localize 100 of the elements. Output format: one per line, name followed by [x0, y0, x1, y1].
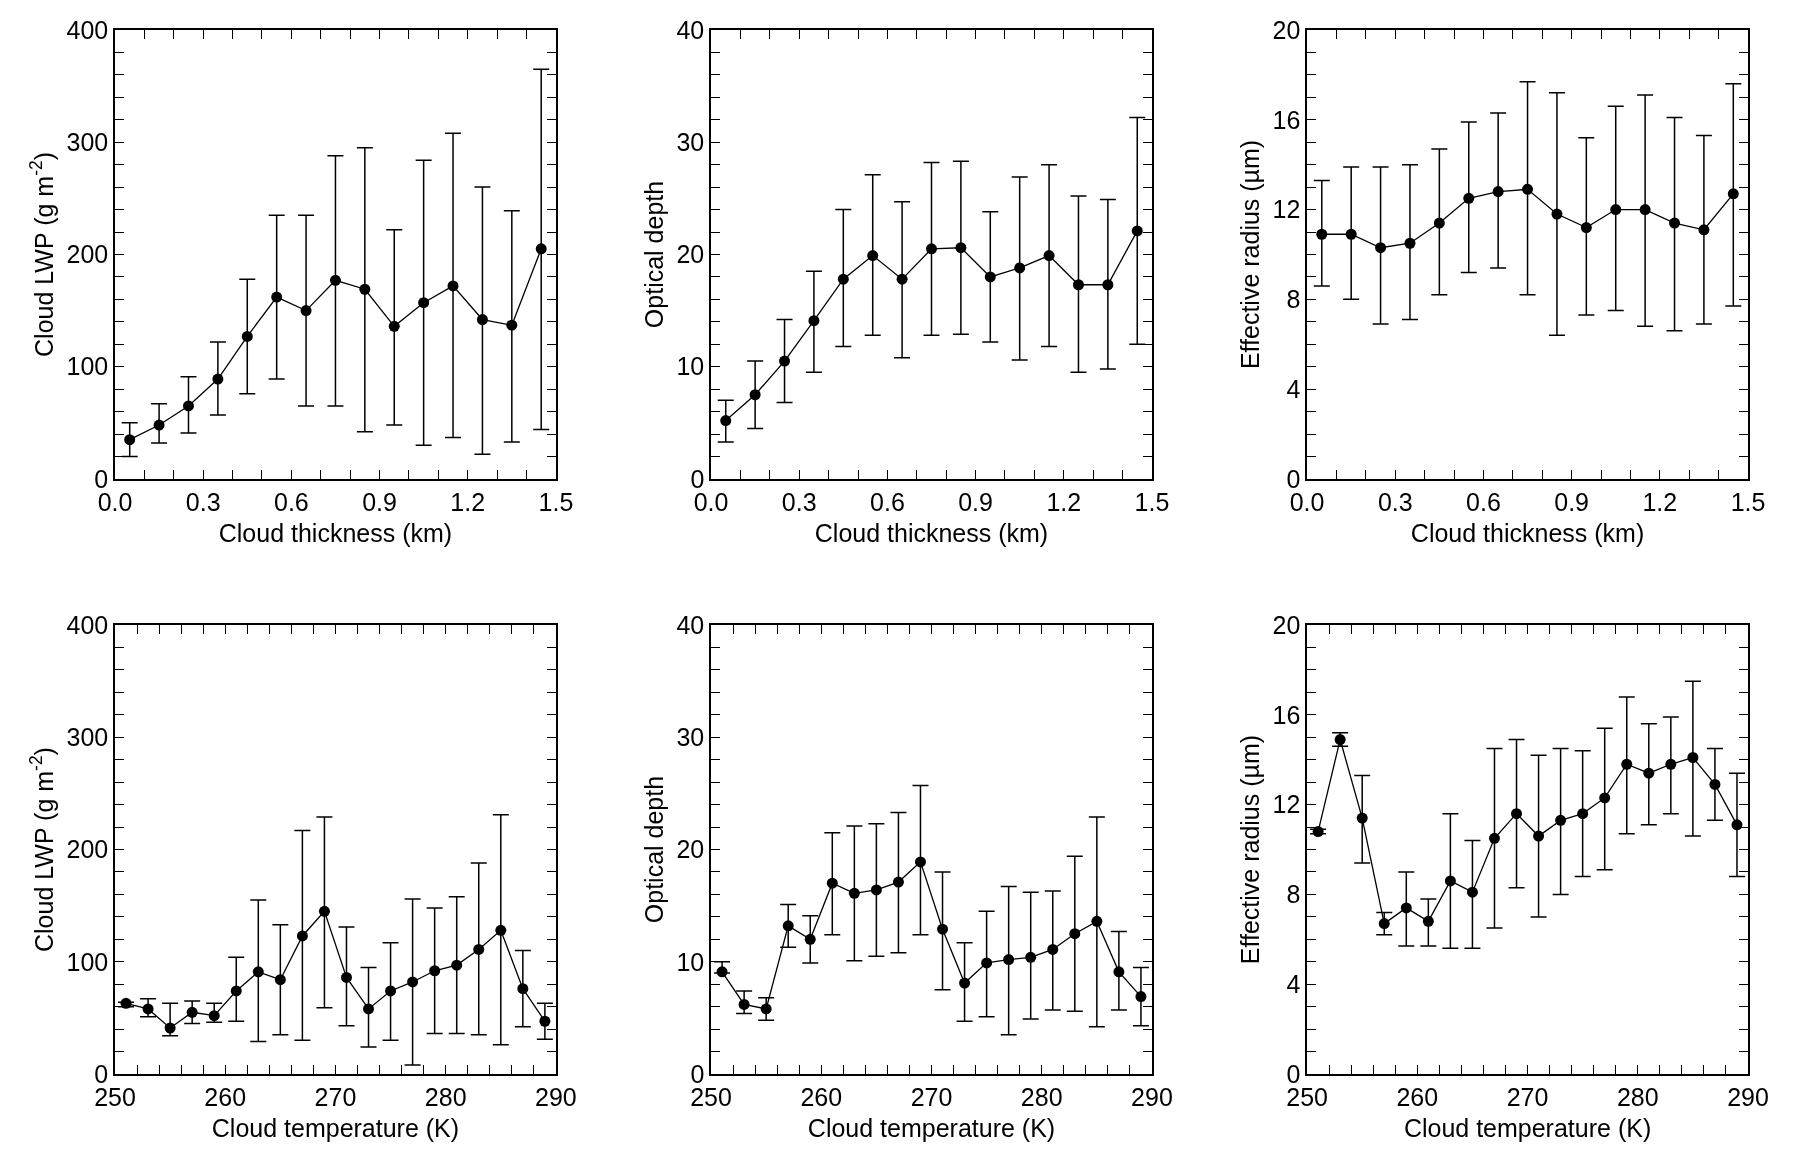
point — [230, 985, 242, 997]
point — [517, 983, 529, 995]
x-tick-label: 270 — [314, 1082, 357, 1111]
point — [359, 283, 371, 295]
point — [142, 1003, 154, 1015]
y-tick-label: 300 — [66, 127, 109, 156]
y-tick-label: 20 — [1272, 15, 1301, 44]
y-tick-label: 30 — [676, 723, 705, 752]
point — [826, 877, 838, 889]
point — [760, 1003, 772, 1015]
y-tick-label: 100 — [66, 352, 109, 381]
y-tick-label: 16 — [1272, 105, 1301, 134]
point — [848, 887, 860, 899]
point — [447, 280, 459, 292]
point — [1727, 188, 1739, 200]
point — [1422, 915, 1434, 927]
point — [164, 1022, 176, 1034]
point — [981, 957, 993, 969]
y-tick-label: 40 — [676, 610, 705, 639]
point — [1698, 224, 1710, 236]
x-tick-label: 0.9 — [958, 487, 993, 516]
point — [296, 930, 308, 942]
point — [867, 250, 879, 262]
point — [318, 905, 330, 917]
point — [1400, 902, 1412, 914]
point — [1003, 954, 1015, 966]
x-tick-label: 1.5 — [1134, 487, 1170, 516]
point — [782, 920, 794, 932]
y-tick-label: 8 — [1286, 285, 1301, 314]
point — [1014, 262, 1026, 274]
y-axis-title: Effective radius (µm) — [1235, 139, 1264, 370]
point — [955, 242, 967, 254]
x-axis-title: Cloud thickness (km) — [218, 519, 453, 548]
point — [1102, 279, 1114, 291]
x-tick-label: 0.3 — [1377, 487, 1413, 516]
x-axis-title: Cloud temperature (K) — [211, 1114, 460, 1143]
point — [1316, 228, 1328, 240]
x-tick-label: 260 — [204, 1082, 247, 1111]
point — [1043, 250, 1055, 262]
x-tick-label: 0.6 — [1466, 487, 1501, 516]
x-tick-label: 0.3 — [781, 487, 817, 516]
y-tick-label: 400 — [66, 610, 109, 639]
point — [476, 314, 488, 326]
point — [1345, 228, 1357, 240]
x-tick-label: 1.5 — [538, 487, 574, 516]
point — [1643, 767, 1655, 779]
x-tick-label: 1.5 — [1730, 487, 1766, 516]
point — [182, 400, 194, 412]
y-axis-title: Optical depth — [639, 180, 668, 329]
x-tick-label: 0.9 — [362, 487, 397, 516]
point — [808, 315, 820, 327]
x-tick-label: 290 — [1131, 1082, 1173, 1111]
point — [473, 943, 485, 955]
y-tick-label: 200 — [66, 835, 109, 864]
point — [804, 933, 816, 945]
x-tick-label: 0.6 — [273, 487, 309, 516]
y-tick-label: 20 — [676, 240, 705, 269]
point — [1463, 192, 1475, 204]
y-tick-label: 200 — [66, 240, 109, 269]
point — [892, 876, 904, 888]
point — [385, 985, 397, 997]
point — [1378, 918, 1390, 930]
x-axis-title: Cloud thickness (km) — [1410, 519, 1645, 548]
point — [926, 243, 937, 255]
point — [363, 1003, 375, 1015]
y-tick-label: 4 — [1286, 969, 1301, 998]
point — [720, 415, 732, 427]
point — [271, 291, 283, 303]
x-tick-label: 0.9 — [1554, 487, 1590, 516]
x-tick-label: 1.2 — [450, 487, 486, 516]
point — [749, 389, 761, 401]
point — [1639, 204, 1651, 216]
y-tick-label: 8 — [1286, 880, 1301, 909]
point — [418, 297, 430, 309]
x-tick-label: 0.3 — [185, 487, 221, 516]
point — [539, 1015, 551, 1027]
point — [208, 1010, 220, 1022]
point — [252, 966, 264, 978]
point — [1356, 812, 1368, 824]
point — [779, 355, 791, 367]
y-tick-label: 12 — [1272, 790, 1301, 819]
point — [535, 243, 547, 255]
x-tick-label: 280 — [424, 1082, 467, 1111]
y-axis-title: Optical depth — [639, 775, 668, 924]
point — [506, 319, 518, 331]
x-tick-label: 260 — [1396, 1082, 1439, 1111]
y-tick-label: 10 — [676, 352, 705, 381]
point — [1488, 832, 1500, 844]
y-tick-label: 16 — [1272, 700, 1301, 729]
x-tick-label: 270 — [1506, 1082, 1549, 1111]
point — [1665, 758, 1677, 770]
x-axis-title: Cloud temperature (K) — [807, 1114, 1056, 1143]
point — [937, 923, 949, 935]
y-tick-label: 12 — [1272, 195, 1301, 224]
x-axis-title: Cloud temperature (K) — [1403, 1114, 1652, 1143]
y-axis-title: Effective radius (µm) — [1235, 734, 1264, 965]
point — [1433, 217, 1445, 229]
point — [1072, 279, 1084, 291]
point — [153, 419, 165, 431]
x-axis-title: Cloud thickness (km) — [814, 519, 1049, 548]
